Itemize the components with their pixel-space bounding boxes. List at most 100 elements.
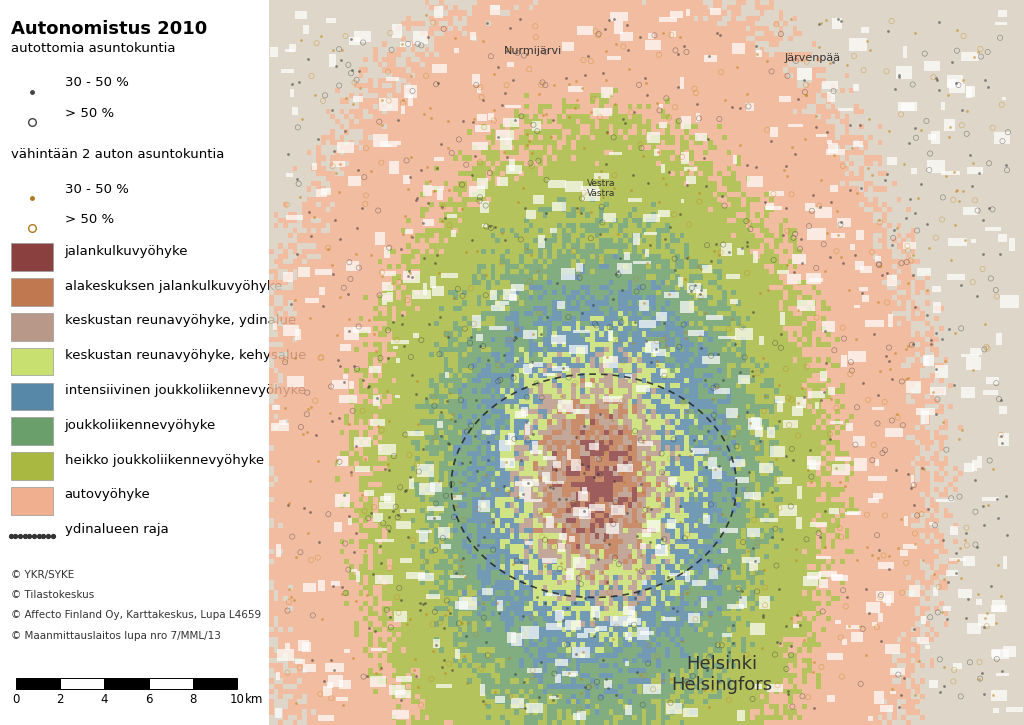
Point xyxy=(520,477,537,489)
Point xyxy=(637,504,653,515)
Bar xyxy=(838,108,853,111)
Point xyxy=(906,123,923,134)
Point xyxy=(658,341,675,352)
Point xyxy=(424,618,440,630)
Point xyxy=(303,554,319,566)
Text: Autonomistus 2010: Autonomistus 2010 xyxy=(11,20,207,38)
Point xyxy=(676,319,692,331)
Point xyxy=(880,25,896,37)
Point xyxy=(568,94,585,106)
Point xyxy=(912,178,929,190)
Text: 4: 4 xyxy=(100,693,109,706)
Point xyxy=(370,420,386,431)
Point xyxy=(403,231,420,243)
Point xyxy=(348,248,365,260)
Point xyxy=(687,279,703,291)
Point xyxy=(957,527,974,539)
Bar xyxy=(783,420,799,428)
Point xyxy=(434,215,451,227)
Point xyxy=(935,416,951,428)
Bar xyxy=(497,130,514,141)
Text: 30 - 50 %: 30 - 50 % xyxy=(65,183,128,196)
Bar xyxy=(331,581,340,586)
Point xyxy=(506,433,522,444)
Point xyxy=(881,355,897,366)
Point xyxy=(779,260,796,271)
Point xyxy=(400,38,417,50)
Point xyxy=(605,293,622,304)
Bar xyxy=(511,283,524,291)
Point xyxy=(472,191,488,203)
Bar xyxy=(503,289,516,300)
Point xyxy=(945,378,962,390)
Point xyxy=(753,287,769,299)
Point xyxy=(601,321,617,333)
Bar xyxy=(746,529,760,536)
Bar xyxy=(302,642,311,652)
Point xyxy=(615,467,632,479)
Point xyxy=(794,257,810,269)
Bar xyxy=(441,544,452,550)
Bar xyxy=(356,571,360,582)
Point xyxy=(570,704,587,716)
Point xyxy=(899,240,915,252)
Point xyxy=(512,13,528,25)
Point xyxy=(782,640,799,652)
Bar xyxy=(911,168,918,174)
Point xyxy=(438,328,455,339)
Point xyxy=(965,157,981,168)
Text: > 50 %: > 50 % xyxy=(65,213,114,226)
Point xyxy=(946,664,963,676)
Bar xyxy=(952,663,962,668)
Point xyxy=(709,28,725,39)
Point xyxy=(508,555,524,566)
Point xyxy=(885,232,901,244)
Point xyxy=(642,357,658,368)
Point xyxy=(712,29,728,41)
Bar xyxy=(846,423,853,431)
Point xyxy=(427,544,443,556)
Point xyxy=(684,282,700,294)
Point xyxy=(717,200,733,212)
Bar xyxy=(477,178,487,188)
Bar xyxy=(321,188,331,195)
Point xyxy=(572,674,589,685)
Point xyxy=(326,268,342,280)
Point xyxy=(374,120,390,131)
Point xyxy=(808,121,824,133)
Point xyxy=(802,444,818,455)
Point xyxy=(877,174,893,186)
Point xyxy=(744,693,761,705)
Point xyxy=(570,572,587,584)
Point xyxy=(680,585,696,597)
Point xyxy=(919,115,935,127)
Point xyxy=(902,193,919,204)
Point xyxy=(543,131,559,143)
Bar xyxy=(523,565,527,574)
Bar xyxy=(432,286,444,296)
Bar xyxy=(738,375,750,384)
Point xyxy=(406,664,422,676)
Point xyxy=(413,40,429,51)
Point xyxy=(842,368,858,380)
Bar xyxy=(608,330,613,341)
Point xyxy=(463,283,479,294)
Bar xyxy=(961,51,979,61)
Point xyxy=(559,639,575,650)
Text: Järvenpää: Järvenpää xyxy=(784,53,841,63)
Point xyxy=(284,531,300,542)
Bar xyxy=(752,417,760,429)
Point xyxy=(998,529,1015,541)
Point xyxy=(872,260,889,271)
Point xyxy=(945,166,962,178)
Bar xyxy=(575,263,583,272)
Point xyxy=(369,392,385,404)
Point xyxy=(324,692,340,704)
Point xyxy=(958,128,975,140)
Bar xyxy=(568,86,583,91)
Point xyxy=(485,104,502,116)
Point xyxy=(711,460,727,471)
Point xyxy=(926,568,942,580)
Point xyxy=(599,127,615,138)
Bar xyxy=(319,287,326,296)
